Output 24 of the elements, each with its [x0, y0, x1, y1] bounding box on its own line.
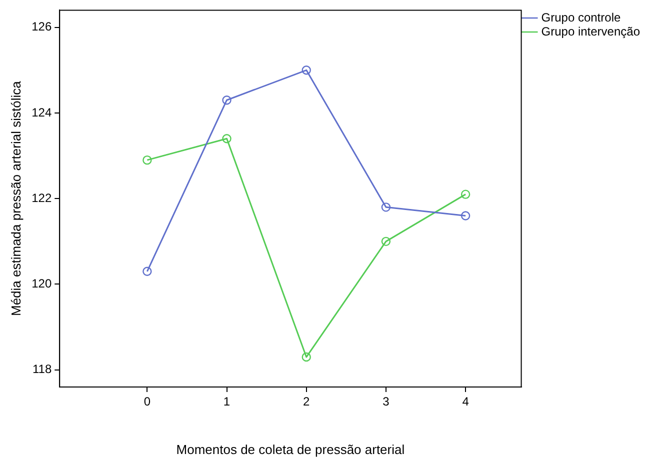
legend-label: Grupo controle: [541, 10, 621, 24]
x-tick-label: 0: [144, 394, 151, 409]
point: [302, 352, 311, 362]
x-tick-label: 1: [223, 394, 230, 409]
point: [302, 66, 311, 75]
point: [381, 236, 391, 246]
y-tick-label: 126: [32, 20, 52, 34]
point: [222, 96, 232, 105]
x-axis-title: Momentos de coleta de pressão arterial: [176, 442, 405, 457]
point: [381, 202, 391, 212]
y-tick-label: 122: [32, 190, 52, 205]
point: [142, 266, 152, 276]
y-axis-title: Média estimada pressão arterial sistólica: [8, 80, 24, 316]
x-tick-label: 4: [462, 394, 470, 409]
point: [142, 155, 152, 165]
x-tick-label: 3: [382, 394, 390, 409]
y-tick-label: 118: [32, 362, 52, 376]
point: [460, 190, 470, 199]
y-tick-label: 124: [32, 105, 52, 120]
legend-label: Grupo intervenção: [541, 24, 640, 38]
y-tick-label: 120: [32, 276, 52, 291]
point: [460, 211, 470, 220]
point: [222, 134, 232, 144]
x-tick-label: 2: [303, 394, 310, 409]
